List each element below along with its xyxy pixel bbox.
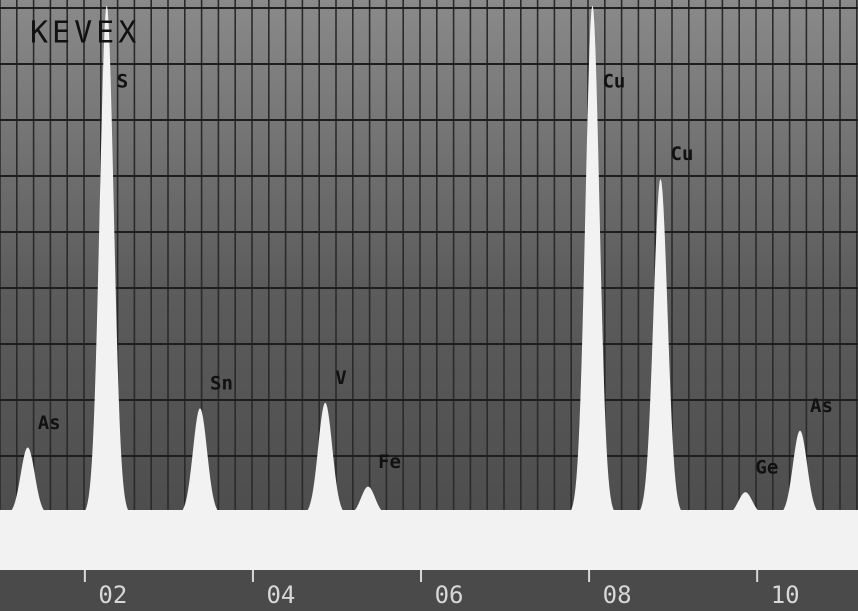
peak-label: As (810, 395, 833, 417)
plot-background (0, 0, 858, 570)
baseline-fill (0, 510, 858, 570)
x-tick-label: 10 (771, 581, 800, 609)
x-tick-label: 08 (603, 581, 632, 609)
x-tick-label: 06 (435, 581, 464, 609)
peak-label: Ge (755, 457, 778, 479)
peak-label: Sn (210, 373, 233, 395)
x-tick-label: 02 (98, 581, 127, 609)
x-tick-label: 04 (266, 581, 295, 609)
peak-label: As (38, 412, 61, 434)
peak-label: Fe (378, 451, 401, 473)
peak-label: S (117, 71, 128, 93)
chart-title: KEVEX (30, 16, 140, 51)
axis-bar (0, 570, 858, 611)
peak-label: V (335, 367, 346, 389)
peak-label: Cu (671, 143, 694, 165)
spectrum-screen: KEVEX 02 04 06 08 10 As S Sn V Fe Cu Cu Ge As (0, 0, 858, 611)
peak-label: Cu (602, 71, 625, 93)
